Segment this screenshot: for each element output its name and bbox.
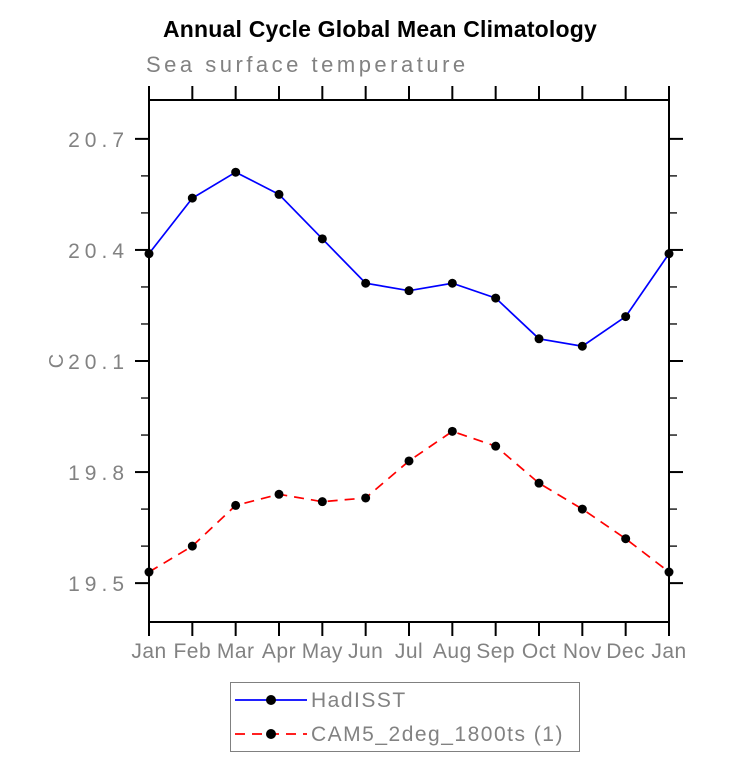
chart-title: Annual Cycle Global Mean Climatology <box>162 16 598 42</box>
data-point-marker <box>231 167 241 177</box>
data-point-marker <box>187 541 197 551</box>
data-point-marker <box>664 567 674 577</box>
hadisst-line-sample <box>235 695 307 705</box>
y-tick-label: 20.1 <box>68 351 129 374</box>
legend-marker-0 <box>266 695 276 705</box>
data-point-marker <box>577 504 587 514</box>
series-line-0 <box>148 171 670 348</box>
data-point-marker <box>664 249 674 259</box>
y-tick-label: 20.4 <box>68 240 129 263</box>
data-point-marker <box>187 193 197 203</box>
legend-marker-1 <box>266 729 276 739</box>
x-tick-label: Dec <box>606 640 645 663</box>
legend-label-cam5: CAM5_2deg_1800ts (1) <box>311 722 564 746</box>
chart-subtitle: Sea surface temperature <box>146 52 469 77</box>
legend-box: HadISST CAM5_2deg_1800ts (1) <box>230 682 580 752</box>
data-point-marker <box>534 334 544 344</box>
x-tick-label: May <box>302 640 343 663</box>
data-point-marker <box>404 286 414 296</box>
legend-label-hadisst: HadISST <box>311 688 407 712</box>
data-point-marker <box>404 456 414 466</box>
x-tick-label: Sep <box>476 640 515 663</box>
data-point-marker <box>144 249 154 259</box>
data-point-marker <box>447 278 457 288</box>
data-point-marker <box>447 426 457 436</box>
x-tick-label: Jan <box>131 640 166 663</box>
x-tick-label: Mar <box>217 640 255 663</box>
data-point-marker <box>577 341 587 351</box>
y-tick-label: 20.7 <box>68 129 129 152</box>
y-axis-unit-label: C <box>46 354 68 368</box>
y-tick-label: 19.8 <box>68 462 129 485</box>
data-point-marker <box>621 312 631 322</box>
series-line-1 <box>148 430 670 573</box>
x-tick-label: Nov <box>563 640 602 663</box>
x-tick-label: Jul <box>395 640 423 663</box>
x-tick-label: Aug <box>433 640 472 663</box>
data-point-marker <box>317 234 327 244</box>
x-tick-label: Apr <box>262 640 296 663</box>
x-tick-label: Oct <box>522 640 556 663</box>
data-point-marker <box>491 441 501 451</box>
data-point-marker <box>621 534 631 544</box>
data-point-marker <box>534 478 544 488</box>
x-tick-label: Feb <box>173 640 211 663</box>
data-point-marker <box>274 189 284 199</box>
data-point-marker <box>231 500 241 510</box>
legend-item-hadisst: HadISST <box>231 683 579 717</box>
data-point-marker <box>317 497 327 507</box>
data-point-marker <box>144 567 154 577</box>
legend-item-cam5: CAM5_2deg_1800ts (1) <box>231 717 579 751</box>
data-point-marker <box>361 493 371 503</box>
x-tick-label: Jun <box>348 640 383 663</box>
cam5-line-sample <box>235 729 307 739</box>
data-point-marker <box>491 293 501 303</box>
y-tick-label: 19.5 <box>68 573 129 596</box>
x-tick-label: Jan <box>651 640 686 663</box>
data-point-marker <box>274 489 284 499</box>
data-point-marker <box>361 278 371 288</box>
